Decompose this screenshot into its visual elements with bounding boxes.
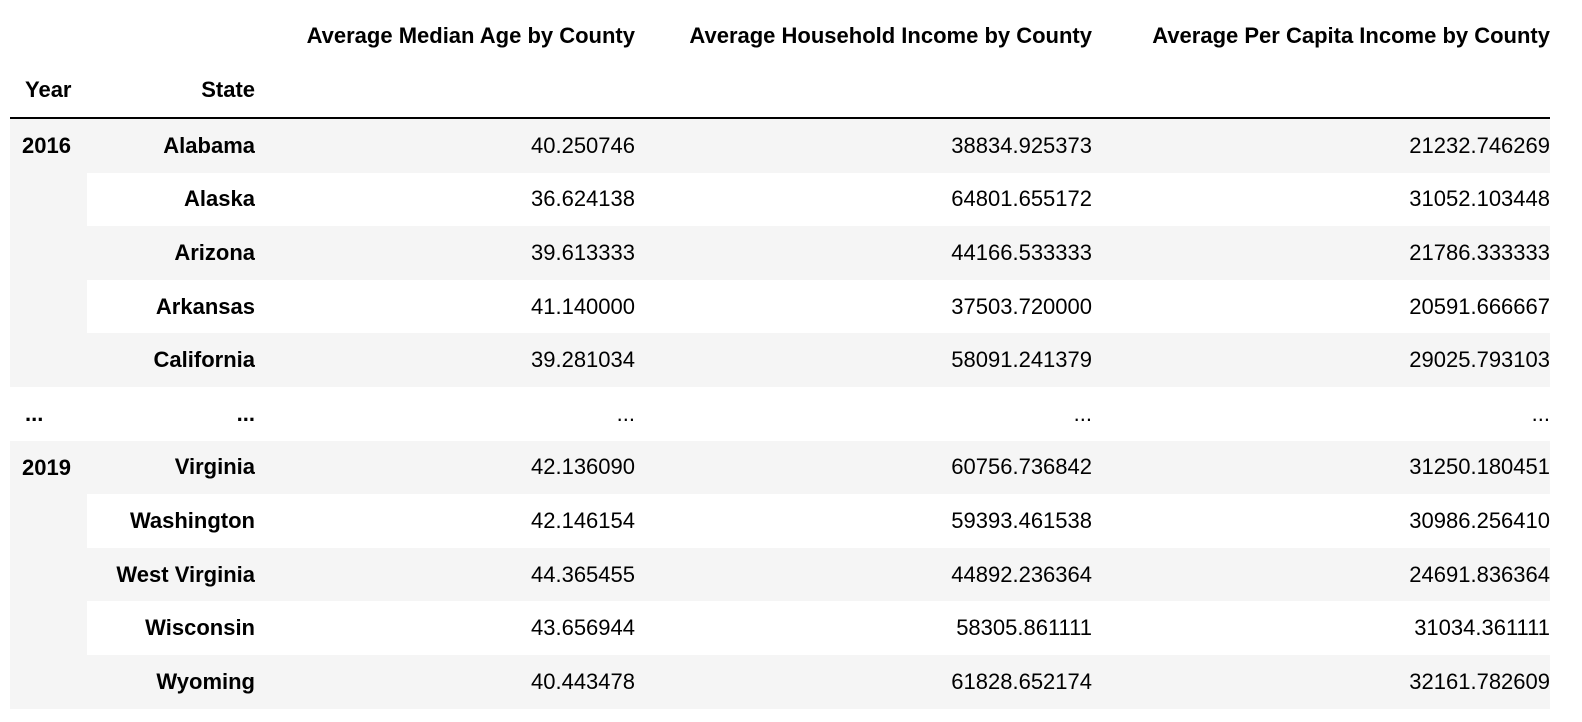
median-age-cell: 39.613333 (255, 226, 635, 280)
per-capita-income-ellipsis-cell: ... (1092, 386, 1550, 441)
column-header-household-income: Average Household Income by County (689, 23, 1092, 48)
median-age-cell: 42.146154 (255, 494, 635, 548)
header-blank-cell (1092, 63, 1550, 119)
index-header-row: Year State (10, 63, 1550, 119)
household-income-cell: 44892.236364 (635, 547, 1092, 602)
median-age-cell: 41.140000 (255, 279, 635, 334)
per-capita-income-cell: 32161.782609 (1092, 654, 1550, 709)
index-header-state: State (87, 63, 255, 119)
table-row: West Virginia 44.365455 44892.236364 246… (10, 547, 1550, 602)
table-row: 2019 Virginia 42.136090 60756.736842 312… (10, 440, 1550, 709)
year-ellipsis-cell: ... (10, 386, 87, 441)
state-index-cell: Wisconsin (87, 601, 255, 655)
per-capita-income-cell: 21786.333333 (1092, 226, 1550, 280)
state-index-cell: Alabama (87, 118, 255, 173)
state-index-cell: Alaska (87, 172, 255, 227)
state-index-cell: California (87, 333, 255, 387)
table-row: Arkansas 41.140000 37503.720000 20591.66… (10, 279, 1550, 334)
table-row: Wisconsin 43.656944 58305.861111 31034.3… (10, 601, 1550, 655)
median-age-cell: 42.136090 (255, 440, 635, 495)
per-capita-income-cell: 31052.103448 (1092, 172, 1550, 227)
household-income-cell: 37503.720000 (635, 279, 1092, 334)
table-row: California 39.281034 58091.241379 29025.… (10, 333, 1550, 387)
per-capita-income-cell: 20591.666667 (1092, 279, 1550, 334)
household-income-cell: 58091.241379 (635, 333, 1092, 387)
state-ellipsis-cell: ... (87, 386, 255, 441)
state-index-cell: Washington (87, 494, 255, 548)
dataframe-table: Average Median Age by County Average Hou… (10, 9, 1550, 709)
state-index-cell: Wyoming (87, 654, 255, 709)
household-income-cell: 60756.736842 (635, 440, 1092, 495)
household-income-cell: 58305.861111 (635, 601, 1092, 655)
median-age-cell: 39.281034 (255, 333, 635, 387)
median-age-cell: 43.656944 (255, 601, 635, 655)
year-index-cell: 2016 (10, 118, 87, 387)
median-age-cell: 44.365455 (255, 547, 635, 602)
column-header-median-age: Average Median Age by County (306, 23, 635, 48)
index-header-year: Year (10, 63, 87, 119)
per-capita-income-cell: 31250.180451 (1092, 440, 1550, 495)
per-capita-income-cell: 21232.746269 (1092, 118, 1550, 173)
table-row: Arizona 39.613333 44166.533333 21786.333… (10, 226, 1550, 280)
household-income-cell: 61828.652174 (635, 654, 1092, 709)
state-index-cell: Virginia (87, 440, 255, 495)
table-row: Wyoming 40.443478 61828.652174 32161.782… (10, 654, 1550, 709)
state-index-cell: West Virginia (87, 547, 255, 602)
header-blank-cell (87, 9, 255, 63)
per-capita-income-cell: 31034.361111 (1092, 601, 1550, 655)
per-capita-income-cell: 29025.793103 (1092, 333, 1550, 387)
table-row: Washington 42.146154 59393.461538 30986.… (10, 494, 1550, 548)
table-row: Alaska 36.624138 64801.655172 31052.1034… (10, 172, 1550, 227)
header-blank-cell (635, 63, 1092, 119)
per-capita-income-cell: 30986.256410 (1092, 494, 1550, 548)
state-index-cell: Arkansas (87, 279, 255, 334)
table-row: 2016 Alabama 40.250746 38834.925373 2123… (10, 118, 1550, 387)
median-age-ellipsis-cell: ... (255, 386, 635, 441)
household-income-cell: 44166.533333 (635, 226, 1092, 280)
per-capita-income-cell: 24691.836364 (1092, 547, 1550, 602)
median-age-cell: 40.250746 (255, 118, 635, 173)
column-header-row: Average Median Age by County Average Hou… (10, 9, 1550, 63)
median-age-cell: 36.624138 (255, 172, 635, 227)
ellipsis-row: ... ... ... ... ... (10, 386, 1550, 441)
year-index-cell: 2019 (10, 440, 87, 709)
household-income-ellipsis-cell: ... (635, 386, 1092, 441)
median-age-cell: 40.443478 (255, 654, 635, 709)
header-blank-cell (255, 63, 635, 119)
state-index-cell: Arizona (87, 226, 255, 280)
column-header-per-capita-income: Average Per Capita Income by County (1152, 23, 1550, 48)
household-income-cell: 59393.461538 (635, 494, 1092, 548)
household-income-cell: 64801.655172 (635, 172, 1092, 227)
household-income-cell: 38834.925373 (635, 118, 1092, 173)
header-blank-cell (10, 9, 87, 63)
